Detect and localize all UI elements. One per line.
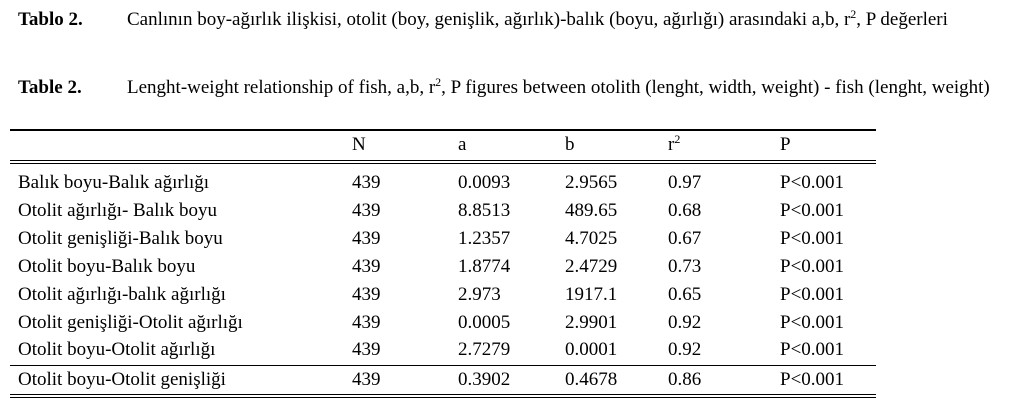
table-cell: P<0.001 xyxy=(780,255,845,277)
caption-turkish: Tablo 2. Canlının boy-ağırlık ilişkisi, … xyxy=(18,8,1008,32)
caption-label: Table 2. xyxy=(18,77,82,98)
table-cell: 0.68 xyxy=(668,199,702,221)
table-cell: P<0.001 xyxy=(780,199,845,221)
caption-text: Canlının boy-ağırlık ilişkisi, otolit (b… xyxy=(127,8,1008,32)
header-cell: N xyxy=(352,134,366,155)
row-label: Otolit boyu-Otolit ağırlığı xyxy=(18,339,216,361)
header-cell: P xyxy=(780,134,791,155)
header-text: r xyxy=(668,134,675,155)
table-cell: 439 xyxy=(352,339,381,361)
table-cell: 0.0001 xyxy=(565,339,618,361)
caption-text-part: , P figures between otolith (lenght, wid… xyxy=(441,77,990,98)
table-cell: 8.8513 xyxy=(458,199,511,221)
table-cell: 0.67 xyxy=(668,227,702,249)
table-cell: 0.92 xyxy=(668,311,702,333)
table-cell: 4.7025 xyxy=(565,227,618,249)
header-superscript: 2 xyxy=(674,132,681,146)
table-cell: 0.0093 xyxy=(458,172,511,193)
table-cell: 0.86 xyxy=(668,369,702,390)
table-cell: P<0.001 xyxy=(780,283,845,305)
table-cell: 2.9901 xyxy=(565,311,618,333)
header-rule xyxy=(10,160,876,161)
header-cell: b xyxy=(565,134,575,155)
row-label: Otolit boyu-Balık boyu xyxy=(18,255,196,277)
caption-english: Table 2. Lenght-weight relationship of f… xyxy=(18,76,1008,100)
table-cell: 0.0005 xyxy=(458,311,511,333)
table-cell: 439 xyxy=(352,172,381,193)
table-cell: P<0.001 xyxy=(780,311,845,333)
table-cell: 1917.1 xyxy=(565,283,618,305)
table-cell: 439 xyxy=(352,199,381,221)
row-label: Otolit boyu-Otolit genişliği xyxy=(18,369,226,390)
table-cell: P<0.001 xyxy=(780,339,845,361)
caption-text-part: , P değerleri xyxy=(856,9,948,30)
caption-label: Tablo 2. xyxy=(18,9,83,30)
table-cell: 439 xyxy=(352,283,381,305)
table-cell: 2.973 xyxy=(458,283,501,305)
table-cell: 0.4678 xyxy=(565,369,618,390)
table-cell: 0.73 xyxy=(668,255,702,277)
table-cell: 1.2357 xyxy=(458,227,511,249)
header-cell: r2 xyxy=(668,133,680,157)
table-cell: 0.92 xyxy=(668,339,702,361)
row-label: Otolit genişliği-Otolit ağırlığı xyxy=(18,311,243,333)
table-cell: 439 xyxy=(352,255,381,277)
row-label: Balık boyu-Balık ağırlığı xyxy=(18,172,210,193)
row-label: Otolit ağırlığı-balık ağırlığı xyxy=(18,283,226,305)
table-cell: 439 xyxy=(352,369,381,390)
table-cell: 0.3902 xyxy=(458,369,511,390)
table-cell: 1.8774 xyxy=(458,255,511,277)
table-cell: P<0.001 xyxy=(780,227,845,249)
table-cell: 0.65 xyxy=(668,283,702,305)
caption-text: Lenght-weight relationship of fish, a,b,… xyxy=(127,76,1008,100)
table-cell: 439 xyxy=(352,227,381,249)
table-bottom-rule xyxy=(10,397,876,398)
caption-text-part: Canlının boy-ağırlık ilişkisi, otolit (b… xyxy=(127,9,851,30)
row-rule xyxy=(10,365,876,366)
caption-superscript: 2 xyxy=(850,7,857,21)
header-rule xyxy=(10,163,876,164)
table-cell: P<0.001 xyxy=(780,172,845,193)
table-top-rule xyxy=(10,129,876,131)
table-cell: P<0.001 xyxy=(780,369,845,390)
table-cell: 489.65 xyxy=(565,199,618,221)
caption-superscript: 2 xyxy=(435,75,442,89)
table-cell: 439 xyxy=(352,311,381,333)
caption-text-part: Lenght-weight relationship of fish, a,b,… xyxy=(127,77,436,98)
table-cell: 2.9565 xyxy=(565,172,618,193)
row-label: Otolit ağırlığı- Balık boyu xyxy=(18,199,217,221)
header-cell: a xyxy=(458,134,467,155)
table-cell: 0.97 xyxy=(668,172,702,193)
table-bottom-rule xyxy=(10,394,876,395)
table-cell: 2.7279 xyxy=(458,339,511,361)
row-label: Otolit genişliği-Balık boyu xyxy=(18,227,223,249)
table-cell: 2.4729 xyxy=(565,255,618,277)
